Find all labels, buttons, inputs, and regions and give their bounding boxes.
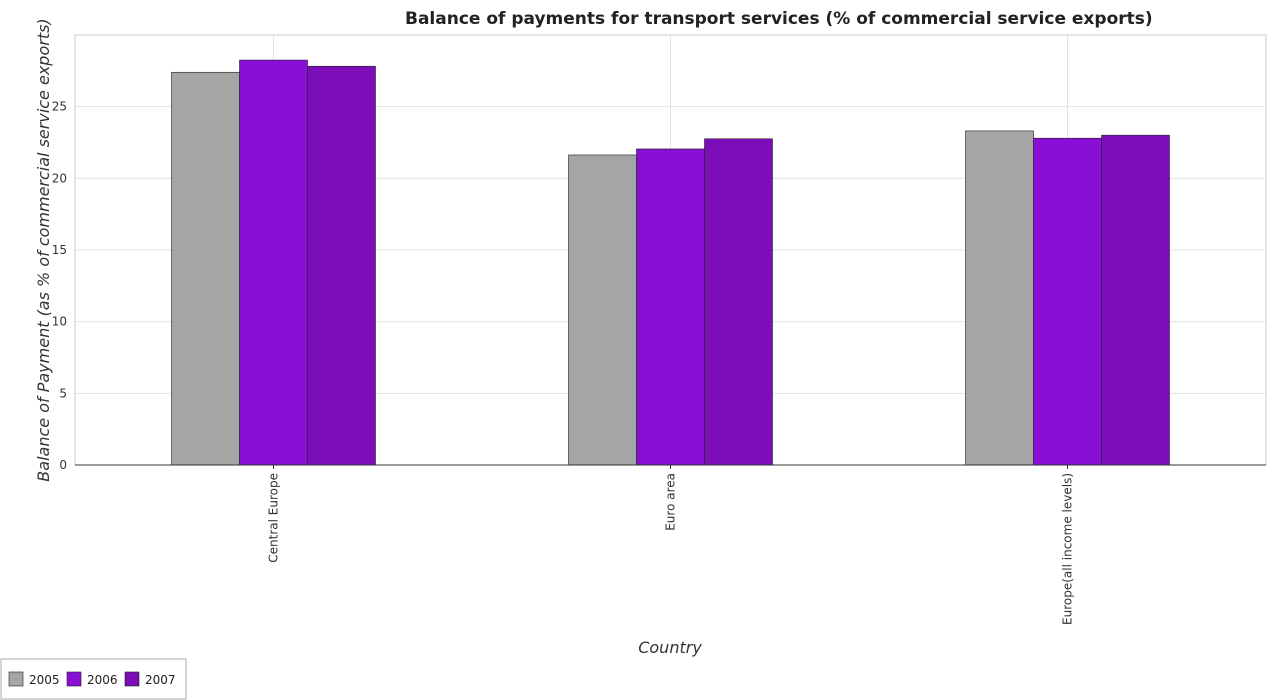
bar-2007-2 bbox=[704, 138, 773, 466]
y-tick-label: 20 bbox=[52, 171, 67, 185]
chart-title: Balance of payments for transport servic… bbox=[405, 9, 1153, 29]
legend-swatch-2006 bbox=[66, 671, 82, 687]
legend-box bbox=[0, 658, 187, 700]
y-tick-label: 10 bbox=[52, 315, 67, 329]
legend-label-2006: 2006 bbox=[87, 673, 118, 687]
y-ticks: 0 5 10 15 20 25 bbox=[52, 100, 67, 472]
y-tick-label: 5 bbox=[59, 386, 67, 400]
x-tick-label: Euro area bbox=[664, 473, 678, 531]
legend-label-2007: 2007 bbox=[145, 673, 176, 687]
bars bbox=[75, 59, 1266, 466]
bar-2007-1 bbox=[307, 65, 376, 466]
x-axis-label: Country bbox=[638, 638, 702, 657]
legend-swatch-2005 bbox=[8, 671, 24, 687]
y-axis-label: Balance of Payment (as % of commercial s… bbox=[34, 18, 53, 481]
bar-2006-2 bbox=[636, 148, 705, 466]
x-tick-label: Central Europe bbox=[267, 473, 281, 563]
legend: 2005 2006 2007 bbox=[0, 658, 187, 700]
bar-2005-2 bbox=[568, 154, 637, 466]
x-tick-label: Europe(all income levels) bbox=[1061, 473, 1075, 625]
legend-swatch-2007 bbox=[124, 671, 140, 687]
bar-2006-1 bbox=[239, 59, 308, 466]
bar-2005-1 bbox=[171, 71, 240, 466]
y-tick-label: 15 bbox=[52, 243, 67, 257]
legend-label-2005: 2005 bbox=[29, 673, 60, 687]
bar-2005-3 bbox=[965, 130, 1034, 466]
bar-2007-3 bbox=[1101, 134, 1170, 466]
x-ticks: Central Europe Euro area Europe(all income… bbox=[267, 465, 1075, 625]
y-tick-label: 25 bbox=[52, 100, 67, 114]
bar-2006-3 bbox=[1033, 137, 1102, 466]
y-tick-label: 0 bbox=[59, 458, 67, 472]
